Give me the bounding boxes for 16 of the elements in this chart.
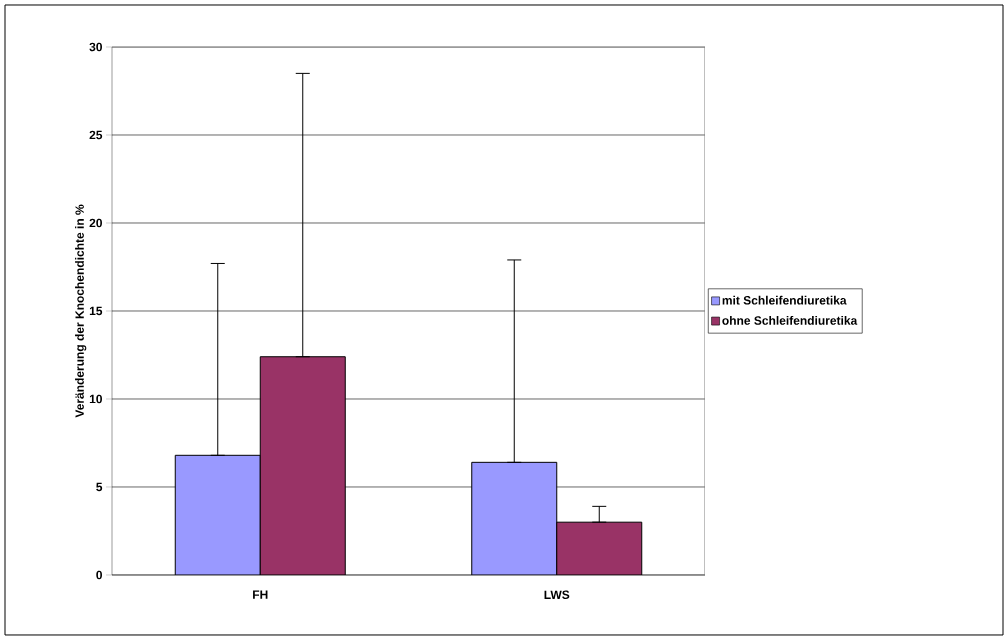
y-tick-label: 15: [89, 306, 103, 316]
bar: [556, 521, 643, 575]
bar: [259, 356, 346, 575]
y-tick-label: 0: [96, 570, 102, 580]
bar: [174, 454, 261, 575]
legend-label: ohne Schleifendiuretika: [722, 315, 858, 325]
legend-label: mit Schleifendiuretika: [722, 295, 847, 305]
bar: [471, 461, 558, 575]
x-tick-label: LWS: [544, 590, 570, 600]
y-tick-label: 20: [89, 218, 102, 228]
x-tick-label: FH: [253, 590, 268, 599]
y-tick-label: 25: [89, 130, 103, 140]
y-tick-label: 30: [89, 42, 102, 52]
y-axis-title: Veränderung der Knochendichte in %: [75, 204, 87, 418]
y-tick-label: 10: [89, 394, 102, 404]
y-tick-label: 5: [96, 482, 103, 492]
